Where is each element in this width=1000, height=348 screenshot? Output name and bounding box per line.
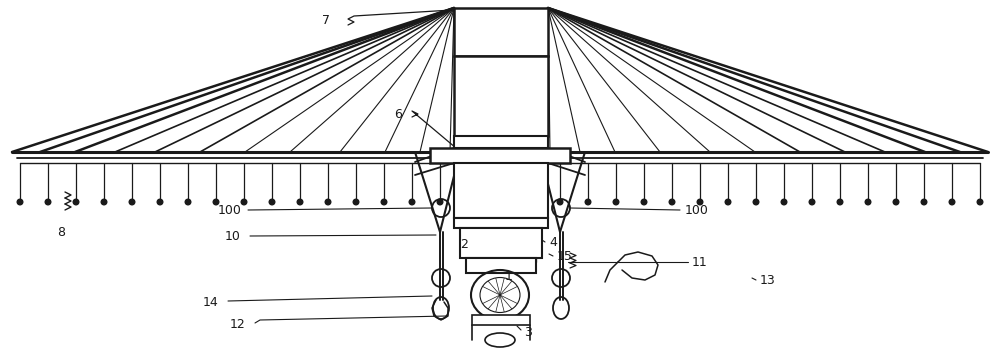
Text: 11: 11 [692, 255, 708, 269]
Text: 13: 13 [760, 275, 776, 287]
Circle shape [949, 199, 955, 205]
Text: 7: 7 [322, 14, 330, 26]
Bar [454, 163, 548, 218]
Bar [472, 315, 530, 325]
Circle shape [865, 199, 871, 205]
Text: 8: 8 [57, 227, 65, 239]
Circle shape [17, 199, 23, 205]
Circle shape [241, 199, 247, 205]
Circle shape [129, 199, 135, 205]
Bar [528, 256, 536, 262]
Circle shape [977, 199, 983, 205]
Circle shape [921, 199, 927, 205]
Circle shape [269, 199, 275, 205]
Text: 4: 4 [549, 237, 557, 250]
Circle shape [837, 199, 843, 205]
Bar [460, 228, 542, 258]
Text: 100: 100 [685, 204, 709, 216]
Circle shape [381, 199, 387, 205]
Circle shape [297, 199, 303, 205]
Text: 3: 3 [524, 326, 532, 340]
Circle shape [725, 199, 731, 205]
Circle shape [353, 199, 359, 205]
Circle shape [641, 199, 647, 205]
Circle shape [101, 199, 107, 205]
Circle shape [73, 199, 79, 205]
Circle shape [585, 199, 591, 205]
Bar [466, 256, 474, 262]
Text: 15: 15 [557, 251, 573, 263]
Bar [454, 56, 548, 136]
Bar [454, 8, 548, 56]
Circle shape [781, 199, 787, 205]
Bar [454, 218, 548, 228]
Bar [540, 164, 546, 169]
Bar [466, 258, 536, 273]
Circle shape [157, 199, 163, 205]
Circle shape [753, 199, 759, 205]
Bar [430, 148, 570, 163]
Circle shape [669, 199, 675, 205]
Text: 2: 2 [460, 238, 468, 252]
Circle shape [809, 199, 815, 205]
Text: 100: 100 [218, 204, 242, 216]
Circle shape [45, 199, 51, 205]
Circle shape [893, 199, 899, 205]
Circle shape [557, 199, 563, 205]
Text: 10: 10 [225, 230, 241, 244]
Text: 12: 12 [230, 318, 246, 332]
Circle shape [185, 199, 191, 205]
Circle shape [409, 199, 415, 205]
Circle shape [213, 199, 219, 205]
Circle shape [325, 199, 331, 205]
Text: 14: 14 [203, 295, 219, 308]
Circle shape [697, 199, 703, 205]
Bar [454, 136, 548, 148]
Text: 1: 1 [505, 270, 513, 284]
Circle shape [437, 199, 443, 205]
Bar [456, 164, 462, 169]
Circle shape [613, 199, 619, 205]
Text: 6: 6 [394, 109, 402, 121]
